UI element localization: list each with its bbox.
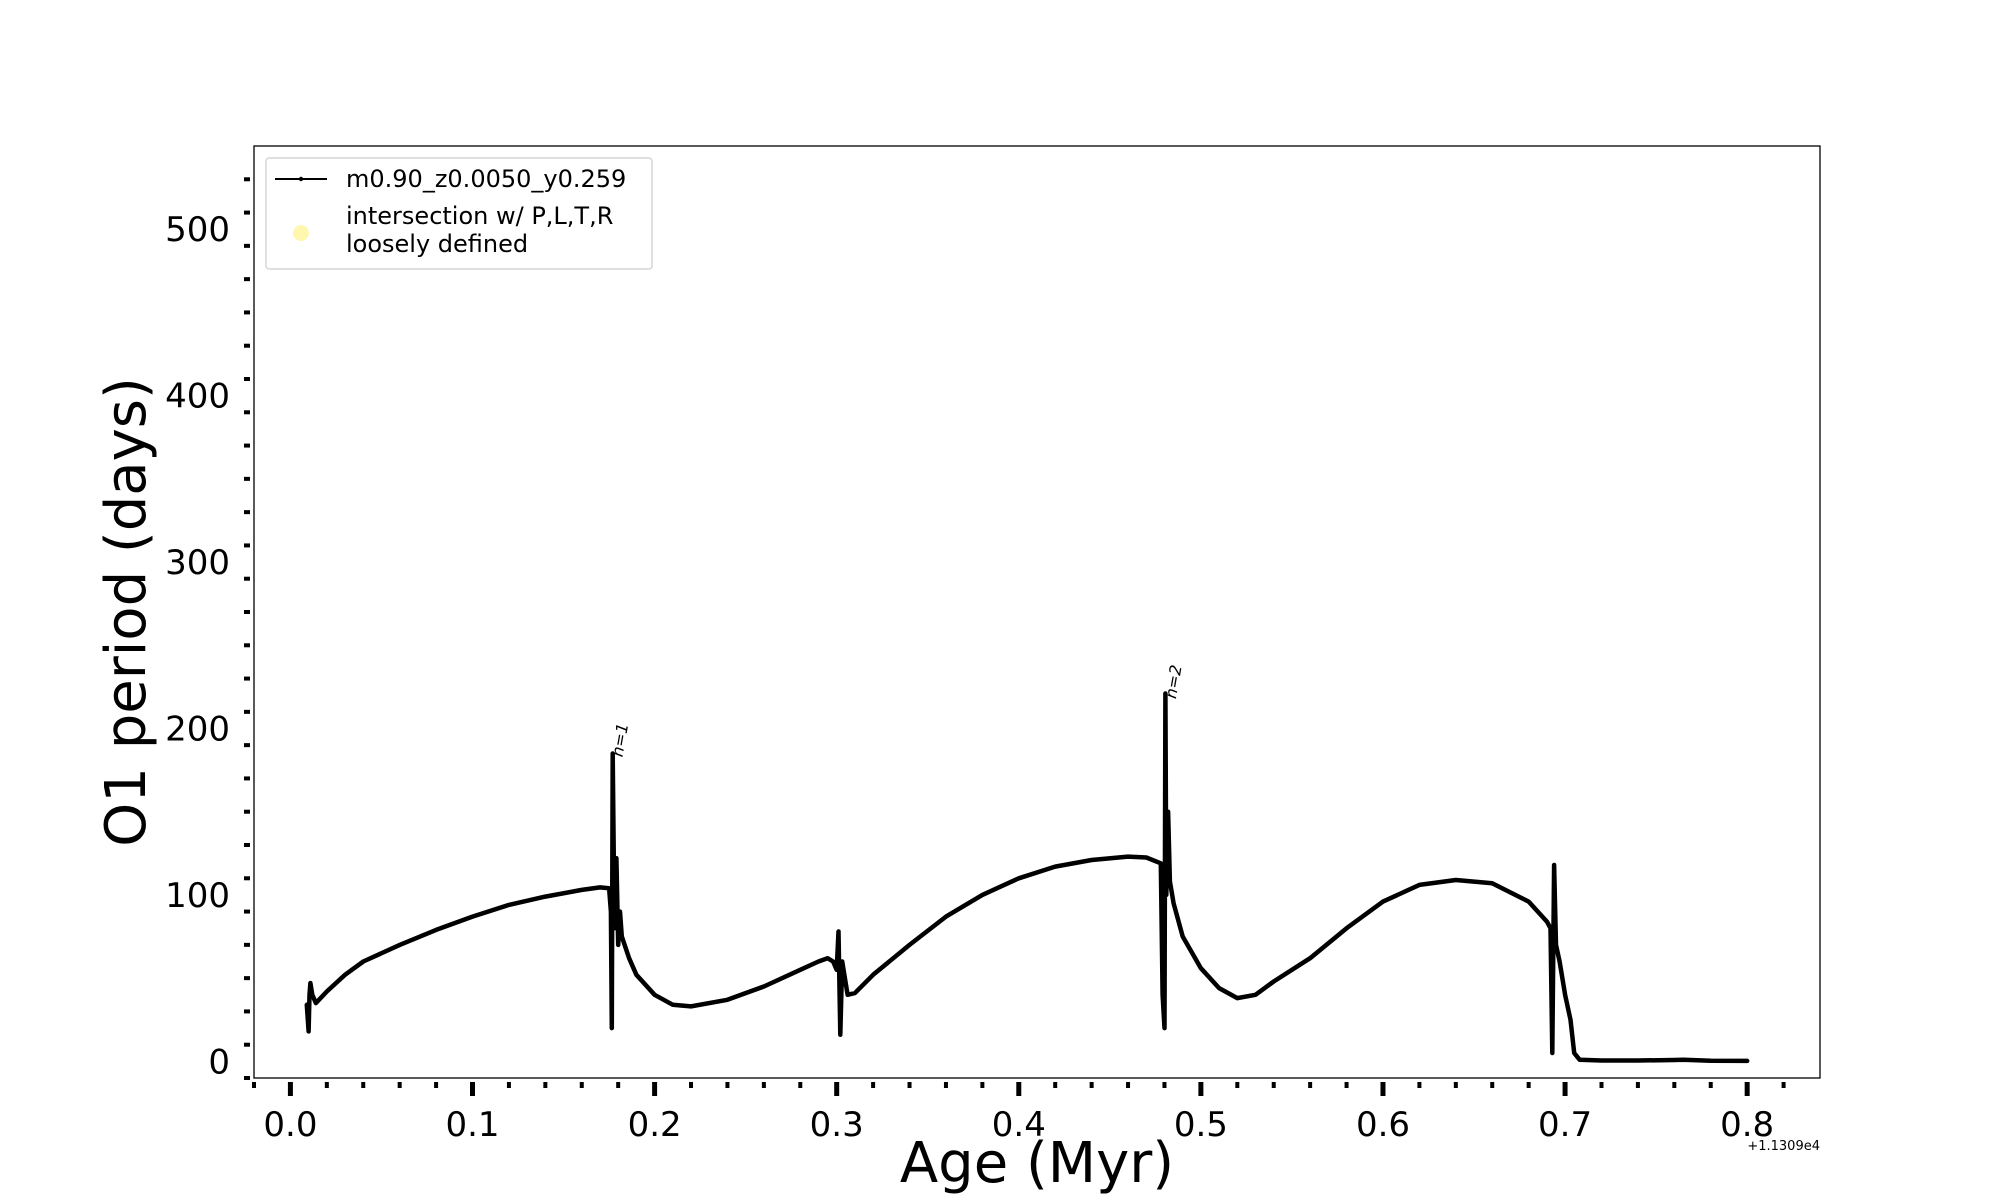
series-line [304, 691, 1750, 1064]
legend: m0.90_z0.0050_y0.259 intersection w/ P,L… [265, 157, 653, 270]
plot-frame [253, 145, 1821, 1079]
annotation-label: n=2 [1161, 663, 1186, 700]
y-tick-label: 400 [165, 377, 230, 417]
x-axis: 0.0 0.1 0.2 0.3 0.4 0.5 0.6 0.7 0.8 [252, 1082, 1786, 1145]
y-tick-label: 500 [165, 210, 230, 250]
x-tick-label: 0.8 [1720, 1105, 1774, 1145]
legend-intersection-line-1: intersection w/ P,L,T,R [346, 202, 613, 230]
y-tick-label: 0 [208, 1042, 230, 1082]
x-axis-label: Age (Myr) [900, 1131, 1174, 1196]
legend-line-point [298, 176, 304, 182]
annotation-layer: n=1 n=2 [608, 663, 1186, 758]
legend-series-label: m0.90_z0.0050_y0.259 [346, 165, 626, 193]
x-tick-label: 0.6 [1356, 1105, 1410, 1145]
series-layer [304, 691, 1750, 1064]
y-axis-label: O1 period (days) [94, 377, 159, 847]
x-tick-label: 0.4 [992, 1105, 1046, 1145]
y-tick-label: 100 [165, 876, 230, 916]
x-tick-label: 0.2 [628, 1105, 682, 1145]
x-offset-label: +1.1309e4 [1747, 1139, 1820, 1154]
x-tick-label: 0.0 [263, 1105, 317, 1145]
legend-intersection-line-2: loosely defined [346, 230, 528, 258]
legend-intersection-label: intersection w/ P,L,T,R loosely defined [346, 202, 621, 258]
x-tick-label: 0.3 [810, 1105, 864, 1145]
legend-box [265, 157, 653, 270]
y-axis: 0 100 200 300 400 500 [165, 177, 250, 1082]
x-tick-label: 0.1 [445, 1105, 499, 1145]
x-tick-label: 0.7 [1538, 1105, 1592, 1145]
legend-intersection-marker [293, 225, 309, 241]
annotation-label: n=1 [608, 722, 633, 759]
y-tick-label: 200 [165, 710, 230, 750]
y-tick-label: 300 [165, 543, 230, 583]
x-tick-label: 0.5 [1174, 1105, 1228, 1145]
